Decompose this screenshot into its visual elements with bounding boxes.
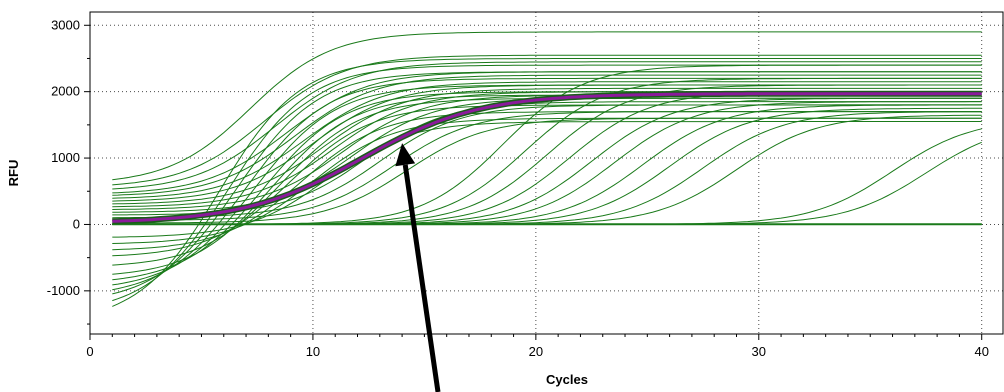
amplification-curve	[112, 117, 982, 244]
arrow-shaft	[402, 164, 441, 392]
amplification-curve	[112, 61, 982, 190]
amplification-curve	[112, 54, 982, 186]
y-tick-label: 0	[73, 216, 80, 231]
highlighted-curve	[112, 90, 982, 225]
x-tick-label: 10	[306, 344, 320, 359]
x-tick-label: 20	[529, 344, 543, 359]
grid	[90, 12, 1004, 334]
x-tick-label: 30	[752, 344, 766, 359]
x-tick-label: 40	[974, 344, 988, 359]
highlight-curve-line	[112, 92, 982, 223]
tick-labels: 0 10 20 30 40 -1000 0 1000 2000 3000	[47, 17, 989, 359]
amplification-curve	[112, 81, 982, 199]
amplification-curve	[112, 121, 982, 238]
y-tick-label: 2000	[51, 84, 80, 99]
annotation-arrow	[395, 143, 441, 392]
y-tick-label: 3000	[51, 17, 80, 32]
axis-ticks	[84, 24, 983, 340]
amplification-curve	[112, 74, 982, 196]
amplification-curve	[112, 91, 982, 208]
plot-frame	[89, 11, 1004, 335]
y-axis-title: RFU	[6, 160, 21, 187]
amplification-curves	[112, 31, 982, 307]
amplification-curve	[112, 31, 982, 181]
x-axis-title: Cycles	[546, 372, 588, 387]
amplification-curve	[112, 71, 982, 295]
amplification-curve	[112, 97, 982, 266]
arrow-head	[395, 143, 416, 167]
amplification-curve	[112, 58, 982, 307]
y-tick-label: 1000	[51, 150, 80, 165]
highlight-curve-outline	[112, 90, 982, 225]
y-tick-label: -1000	[47, 283, 80, 298]
x-tick-label: 0	[86, 344, 93, 359]
amplification-curve	[112, 91, 982, 281]
amplification-curve	[112, 111, 982, 251]
